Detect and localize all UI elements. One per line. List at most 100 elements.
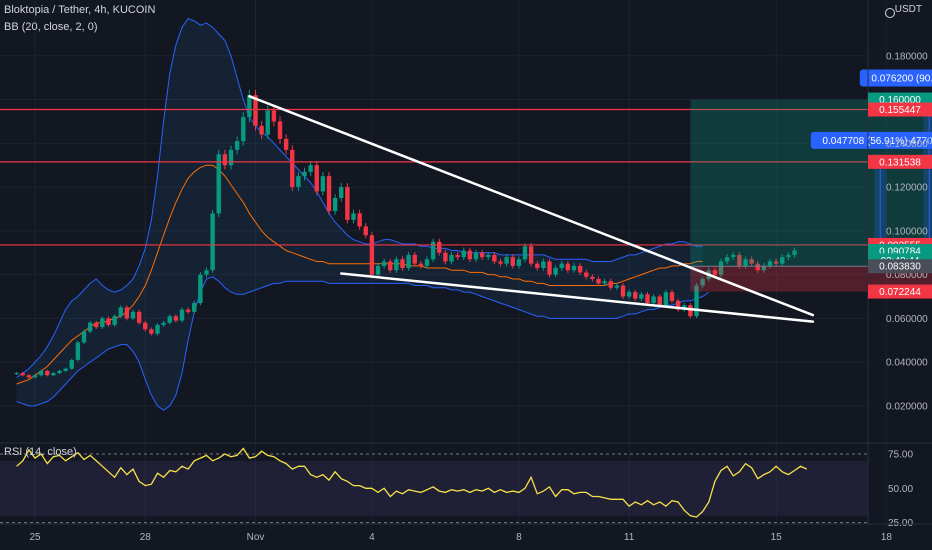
price-label-bg: [868, 284, 932, 299]
candle-body: [761, 265, 767, 271]
measure-label: 0.076200 (90.93%) 76200: [871, 74, 932, 85]
price-label: 0.083830: [879, 262, 921, 273]
candle-body: [136, 311, 142, 323]
candle-body: [75, 342, 81, 360]
candle-body: [326, 176, 332, 212]
candle-body: [149, 329, 154, 334]
candle-body: [357, 213, 362, 227]
candle-body: [516, 259, 522, 266]
candle-body: [81, 331, 87, 343]
candle-body: [216, 154, 221, 214]
time-tick-label: 15: [771, 532, 783, 543]
candle-body: [118, 307, 123, 317]
candle-body: [296, 176, 301, 188]
candle-body: [20, 373, 25, 376]
candle-body: [792, 250, 797, 255]
time-tick-label: 18: [881, 532, 893, 543]
trendline: [248, 95, 815, 317]
candle-body: [173, 316, 179, 321]
candle-body: [210, 213, 215, 271]
candle-body: [406, 254, 411, 269]
candle-body: [381, 261, 387, 266]
candle-body: [167, 316, 172, 323]
price-tick-label: 0.180000: [886, 51, 928, 62]
candle-body: [596, 278, 601, 284]
candle-body: [565, 263, 571, 271]
candle-body: [38, 370, 44, 376]
candle-body: [718, 261, 724, 275]
candle-body: [675, 300, 681, 310]
candle-body: [455, 254, 460, 258]
candle-body: [155, 324, 160, 334]
candle-body: [314, 165, 319, 192]
candle-body: [143, 322, 148, 330]
candle-body: [755, 263, 760, 271]
currency-label[interactable]: USDT: [894, 4, 922, 15]
candle-body: [590, 276, 595, 279]
time-tick-label: 4: [369, 532, 375, 543]
candle-body: [308, 165, 313, 172]
price-label: 0.131538: [879, 157, 921, 168]
candle-body: [492, 254, 497, 262]
price-label: 0.155447: [879, 105, 921, 116]
candle-body: [241, 117, 246, 142]
candle-body: [657, 296, 662, 306]
time-tick-label: 11: [624, 532, 635, 543]
price-label: 0.090784: [879, 247, 921, 258]
measure-label: 0.047708 (56.91%) 47708: [822, 136, 932, 147]
candle-body: [94, 322, 99, 328]
candle-body: [780, 257, 785, 264]
candle-body: [430, 241, 436, 260]
candle-body: [663, 292, 669, 306]
price-tick-label: 0.080000: [886, 270, 928, 281]
candle-body: [522, 246, 528, 260]
candle-body: [553, 268, 558, 275]
candle-body: [234, 141, 240, 150]
alert-bell-icon[interactable]: [885, 8, 895, 18]
bb-indicator-label[interactable]: BB (20, close, 2, 0): [4, 21, 98, 33]
candle-body: [271, 110, 277, 122]
price-tick-label: 0.060000: [886, 314, 928, 325]
candle-body: [749, 259, 754, 264]
candle-body: [179, 309, 185, 321]
candle-body: [228, 149, 234, 166]
candle-body: [185, 309, 191, 312]
price-label-bg: [868, 154, 932, 169]
candle-body: [449, 254, 454, 262]
candle-body: [198, 274, 203, 304]
candle-body: [32, 375, 38, 378]
candle-body: [767, 261, 773, 266]
candle-body: [57, 370, 62, 374]
candle-body: [620, 285, 626, 297]
candle-body: [688, 305, 693, 317]
candle-body: [577, 265, 583, 273]
candle-body: [712, 270, 718, 275]
rsi-indicator-label[interactable]: RSI (14, close): [4, 446, 77, 458]
rsi-line: [16, 447, 808, 518]
candle-body: [388, 261, 393, 271]
candle-body: [192, 303, 197, 312]
candle-body: [63, 368, 68, 371]
price-label: 0.160000: [879, 95, 921, 106]
time-tick-label: 28: [140, 532, 152, 543]
candle-body: [584, 272, 589, 277]
time-tick-label: 8: [516, 532, 522, 543]
candle-body: [283, 138, 289, 150]
candle-body: [204, 270, 209, 275]
candle-body: [87, 322, 93, 332]
rsi-tick-label: 50.00: [888, 484, 913, 495]
candle-body: [290, 149, 295, 188]
candle-body: [259, 125, 264, 135]
candle-body: [473, 252, 479, 260]
candle-body: [124, 307, 130, 319]
candle-body: [247, 95, 252, 118]
symbol-title: Bloktopia / Tether, 4h, KUCOIN: [4, 4, 156, 16]
candle-body: [222, 154, 228, 166]
candle-body: [51, 373, 56, 376]
candle-body: [633, 292, 638, 299]
candle-body: [731, 254, 736, 258]
candle-body: [614, 285, 620, 288]
price-tick-label: 0.100000: [886, 226, 928, 237]
candle-body: [773, 261, 779, 264]
